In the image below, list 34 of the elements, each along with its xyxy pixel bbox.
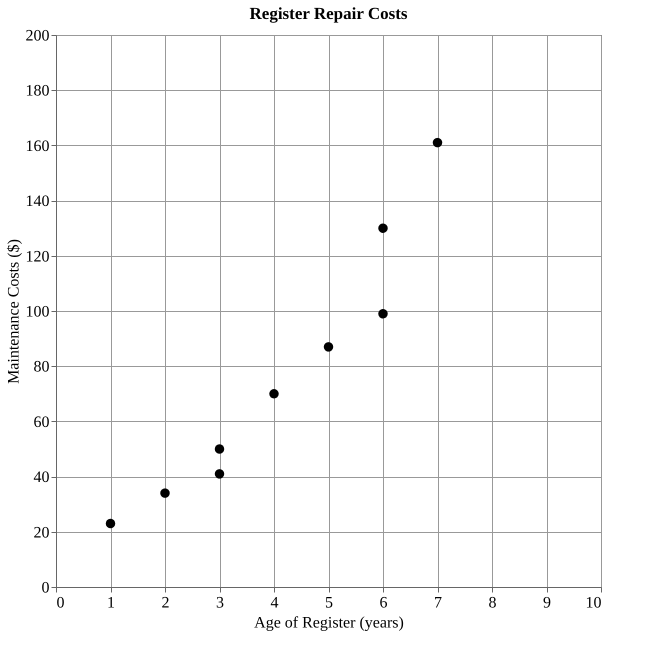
x-tick-label: 4 bbox=[270, 594, 278, 612]
chart-title: Register Repair Costs bbox=[249, 4, 408, 23]
x-axis-title: Age of Register (years) bbox=[254, 614, 404, 632]
point bbox=[214, 469, 224, 479]
point bbox=[432, 138, 442, 148]
y-tick-label: 140 bbox=[26, 193, 50, 210]
y-tick-label: 160 bbox=[26, 138, 50, 155]
x-tick-label: 8 bbox=[488, 594, 496, 612]
y-tick-label: 180 bbox=[26, 82, 50, 100]
x-tick-label: 10 bbox=[586, 594, 602, 612]
x-tick-label: 9 bbox=[543, 594, 551, 612]
x-tick-label: 6 bbox=[380, 594, 388, 612]
x-tick-label: 5 bbox=[325, 594, 333, 612]
x-tick-label: 7 bbox=[434, 594, 442, 612]
x-tick-label: 3 bbox=[216, 594, 224, 612]
point bbox=[106, 518, 116, 528]
point bbox=[378, 309, 388, 318]
y-tick-label: 100 bbox=[26, 304, 50, 320]
y-tick-label: 0 bbox=[42, 580, 50, 596]
y-tick-label: 60 bbox=[34, 414, 50, 431]
y-tick-label: 20 bbox=[34, 524, 50, 542]
y-tick-label: 200 bbox=[26, 28, 50, 44]
y-tick-label: 120 bbox=[26, 248, 50, 266]
point bbox=[214, 444, 224, 454]
x-tick-label: 2 bbox=[162, 594, 170, 612]
point bbox=[160, 488, 170, 498]
y-tick-label: 80 bbox=[34, 358, 50, 376]
x-tick-label: 0 bbox=[56, 594, 64, 612]
y-axis-title: Maintenance Costs ($) bbox=[6, 239, 22, 384]
y-tick-label: 40 bbox=[34, 469, 50, 486]
x-tick-label: 1 bbox=[107, 594, 115, 612]
point bbox=[324, 342, 334, 352]
point bbox=[378, 223, 388, 233]
point bbox=[269, 389, 279, 399]
